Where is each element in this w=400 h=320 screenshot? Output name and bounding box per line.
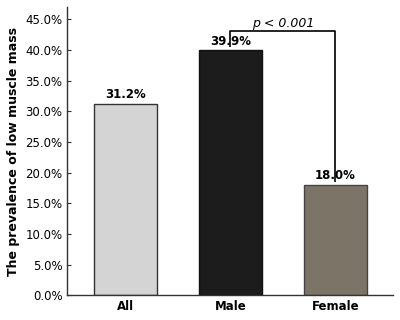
Text: p < 0.001: p < 0.001 — [252, 17, 314, 30]
Text: 31.2%: 31.2% — [105, 88, 146, 101]
Bar — [304, 185, 367, 295]
Text: 39.9%: 39.9% — [210, 35, 251, 48]
Text: 18.0%: 18.0% — [315, 169, 356, 182]
Bar — [94, 104, 157, 295]
Bar — [199, 51, 262, 295]
Y-axis label: The prevalence of low muscle mass: The prevalence of low muscle mass — [7, 27, 20, 276]
